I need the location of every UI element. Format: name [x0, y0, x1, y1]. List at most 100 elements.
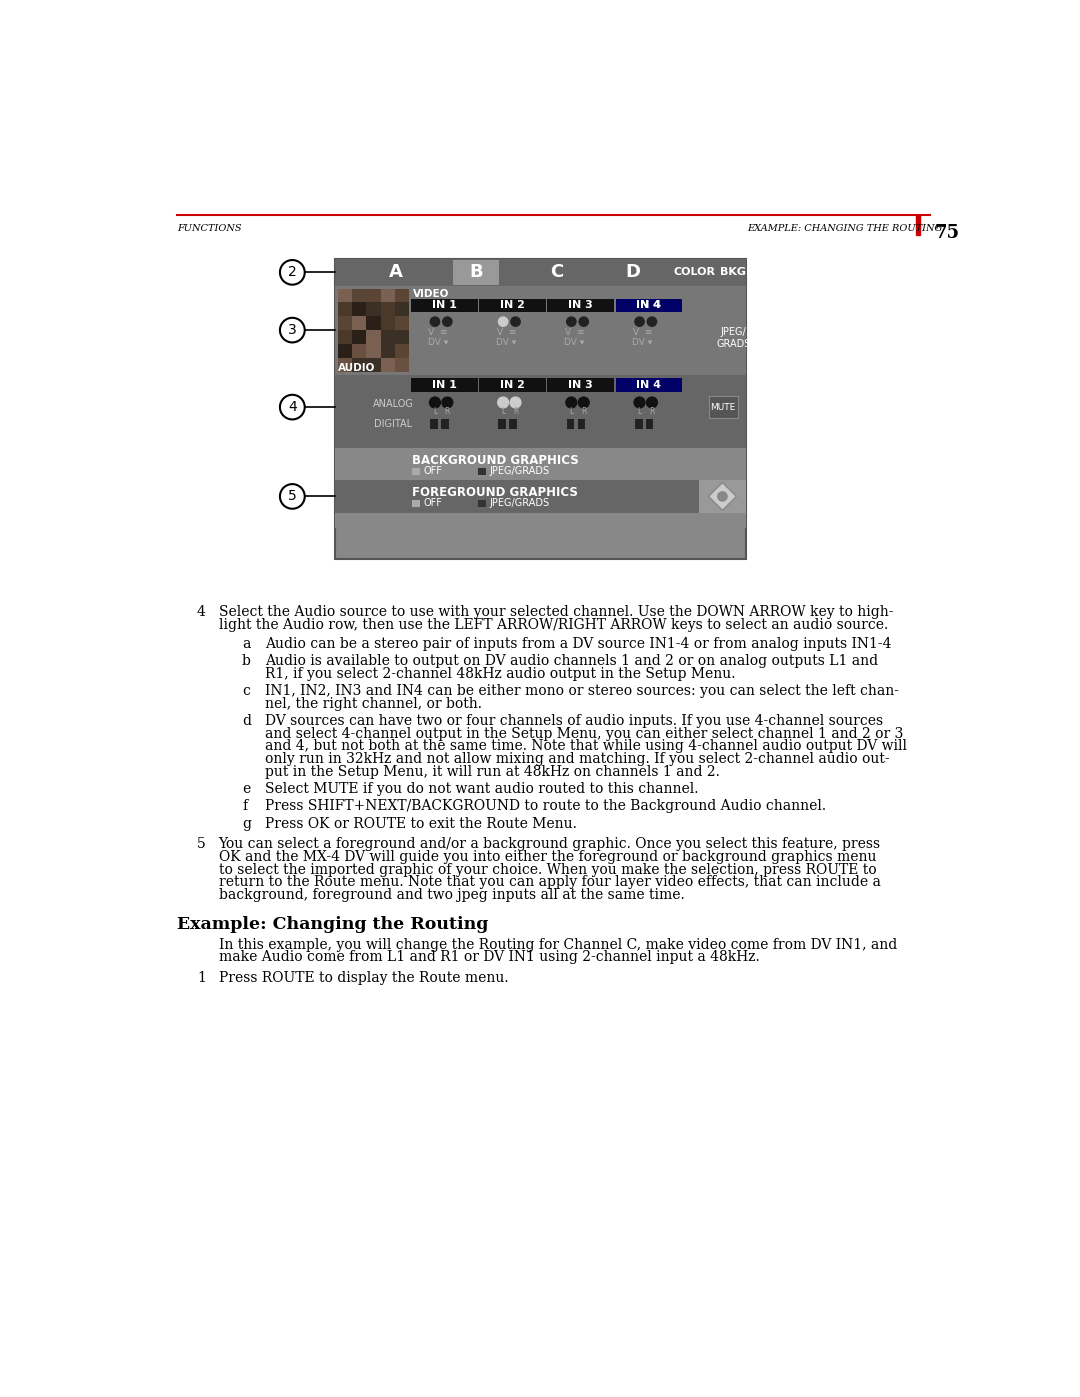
- Bar: [441, 419, 449, 429]
- Text: OK and the MX-4 DV will guide you into either the foreground or background graph: OK and the MX-4 DV will guide you into e…: [218, 849, 876, 863]
- Bar: [480, 299, 545, 313]
- Text: V  ≡: V ≡: [633, 328, 652, 337]
- Bar: [335, 286, 745, 374]
- Text: L: L: [501, 408, 505, 416]
- Text: 75: 75: [934, 224, 960, 242]
- Bar: [335, 448, 745, 481]
- Text: C: C: [550, 264, 564, 281]
- Bar: [380, 330, 395, 344]
- Bar: [352, 358, 367, 372]
- Text: to select the imported graphic of your choice. When you make the selection, pres: to select the imported graphic of your c…: [218, 862, 876, 876]
- Text: 4: 4: [197, 605, 206, 619]
- Text: d: d: [242, 714, 251, 728]
- Text: 1: 1: [197, 971, 206, 985]
- Bar: [578, 419, 585, 429]
- Bar: [335, 258, 745, 559]
- Circle shape: [499, 317, 508, 327]
- Bar: [352, 316, 367, 330]
- Text: BKGD♪: BKGD♪: [720, 267, 762, 278]
- Text: Press SHIFT+NEXT/BACKGROUND to route to the Background Audio channel.: Press SHIFT+NEXT/BACKGROUND to route to …: [266, 799, 826, 813]
- Bar: [499, 419, 507, 429]
- Text: nel, the right channel, or both.: nel, the right channel, or both.: [266, 697, 482, 711]
- Bar: [380, 302, 395, 316]
- Text: IN 2: IN 2: [500, 380, 525, 390]
- Text: 4: 4: [288, 400, 297, 414]
- Text: EXAMPLE: CHANGING THE ROUTING: EXAMPLE: CHANGING THE ROUTING: [747, 224, 943, 233]
- Bar: [335, 481, 699, 513]
- Text: e: e: [242, 782, 251, 796]
- Text: IN1, IN2, IN3 and IN4 can be either mono or stereo sources: you can select the l: IN1, IN2, IN3 and IN4 can be either mono…: [266, 685, 900, 698]
- Circle shape: [280, 395, 305, 419]
- Bar: [394, 289, 409, 303]
- Text: only run in 32kHz and not allow mixing and matching. If you select 2-channel aud: only run in 32kHz and not allow mixing a…: [266, 752, 890, 766]
- Text: IN 1: IN 1: [432, 380, 457, 390]
- Polygon shape: [708, 482, 737, 510]
- Text: 5: 5: [288, 489, 297, 503]
- Bar: [380, 289, 395, 303]
- Text: V  ≡: V ≡: [429, 328, 448, 337]
- Bar: [366, 330, 380, 344]
- Circle shape: [442, 397, 453, 408]
- Bar: [394, 330, 409, 344]
- Bar: [646, 419, 653, 429]
- Text: a: a: [242, 637, 251, 651]
- Bar: [410, 377, 477, 391]
- Text: BACKGROUND GRAPHICS: BACKGROUND GRAPHICS: [413, 454, 579, 467]
- Text: DV ▾: DV ▾: [633, 338, 652, 346]
- Text: In this example, you will change the Routing for Channel C, make video come from: In this example, you will change the Rou…: [218, 937, 897, 951]
- Text: Press OK or ROUTE to exit the Route Menu.: Press OK or ROUTE to exit the Route Menu…: [266, 817, 577, 831]
- Text: DIGITAL: DIGITAL: [374, 419, 413, 429]
- Bar: [338, 289, 353, 303]
- Bar: [510, 419, 517, 429]
- Text: Audio is available to output on DV audio channels 1 and 2 or on analog outputs L: Audio is available to output on DV audio…: [266, 654, 878, 668]
- Text: g: g: [242, 817, 251, 831]
- Text: DV ▾: DV ▾: [496, 338, 516, 346]
- Text: L: L: [637, 408, 642, 416]
- Bar: [335, 374, 745, 448]
- Bar: [366, 316, 380, 330]
- Text: Select MUTE if you do not want audio routed to this channel.: Select MUTE if you do not want audio rou…: [266, 782, 699, 796]
- Text: FOREGROUND GRAPHICS: FOREGROUND GRAPHICS: [413, 486, 578, 499]
- Bar: [567, 419, 575, 429]
- Text: make Audio come from L1 and R1 or DV IN1 using 2-channel input a 48kHz.: make Audio come from L1 and R1 or DV IN1…: [218, 950, 759, 964]
- Text: Example: Changing the Routing: Example: Changing the Routing: [177, 916, 488, 933]
- Bar: [916, 215, 920, 236]
- Text: b: b: [242, 654, 251, 668]
- Bar: [480, 377, 545, 391]
- Text: DV sources can have two or four channels of audio inputs. If you use 4-channel s: DV sources can have two or four channels…: [266, 714, 883, 728]
- Bar: [616, 299, 683, 313]
- Circle shape: [280, 317, 305, 342]
- Bar: [413, 468, 420, 475]
- Bar: [366, 302, 380, 316]
- Text: OFF: OFF: [423, 467, 442, 476]
- Text: B: B: [469, 264, 483, 281]
- Text: IN 1: IN 1: [432, 300, 457, 310]
- Text: light the Audio row, then use the LEFT ARROW/RIGHT ARROW keys to select an audio: light the Audio row, then use the LEFT A…: [218, 617, 888, 631]
- Circle shape: [511, 317, 521, 327]
- Text: R1, if you select 2-channel 48kHz audio output in the Setup Menu.: R1, if you select 2-channel 48kHz audio …: [266, 666, 735, 680]
- Bar: [352, 330, 367, 344]
- Bar: [453, 260, 499, 285]
- Text: L: L: [433, 408, 437, 416]
- Circle shape: [718, 492, 727, 502]
- Bar: [413, 500, 420, 507]
- Circle shape: [510, 397, 521, 408]
- Circle shape: [634, 397, 645, 408]
- Circle shape: [635, 317, 644, 327]
- Text: 3: 3: [288, 323, 297, 337]
- Bar: [352, 344, 367, 358]
- Bar: [708, 397, 738, 418]
- Text: R: R: [649, 408, 654, 416]
- Bar: [338, 302, 353, 316]
- Bar: [394, 316, 409, 330]
- Bar: [478, 468, 486, 475]
- Text: V  ≡: V ≡: [497, 328, 516, 337]
- Bar: [616, 377, 683, 391]
- Text: L: L: [569, 408, 573, 416]
- Text: ANALOG: ANALOG: [373, 400, 414, 409]
- Bar: [338, 289, 409, 372]
- Text: return to the Route menu. Note that you can apply four layer video effects, that: return to the Route menu. Note that you …: [218, 876, 880, 890]
- Circle shape: [430, 317, 440, 327]
- Bar: [380, 316, 395, 330]
- Text: IN 3: IN 3: [568, 300, 593, 310]
